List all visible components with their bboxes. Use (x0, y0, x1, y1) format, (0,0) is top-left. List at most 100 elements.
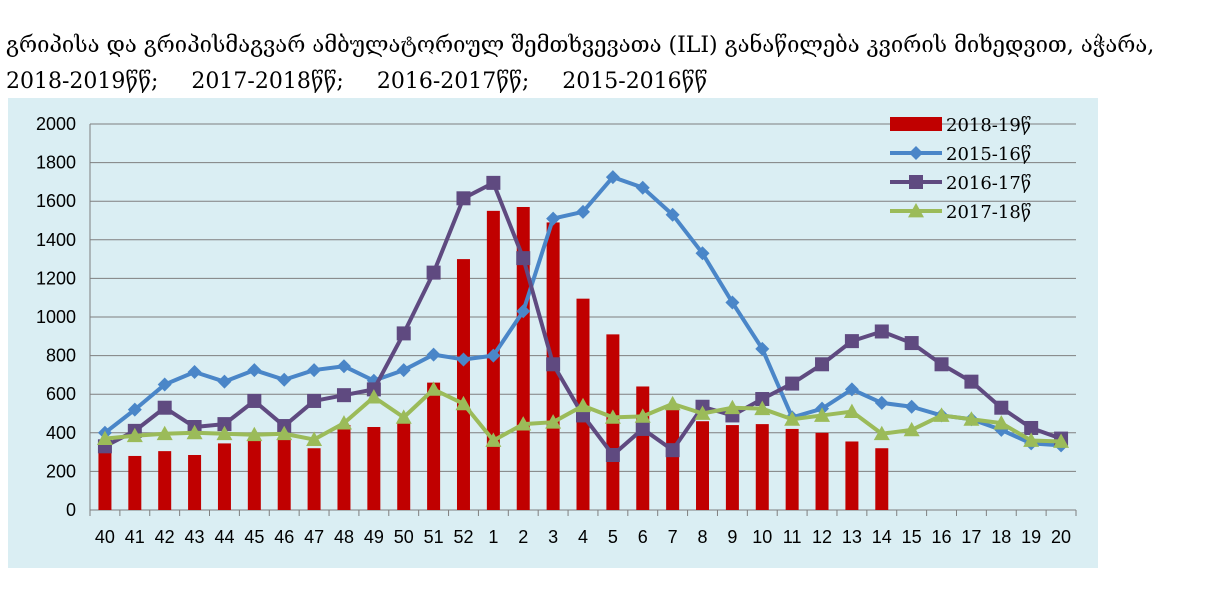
x-tick-label: 17 (961, 527, 981, 547)
data-point (246, 426, 263, 442)
title-period: 2018-2019წწ; (6, 69, 159, 94)
y-tick-label: 200 (46, 461, 76, 481)
x-tick-label: 52 (453, 527, 473, 547)
x-tick-label: 18 (991, 527, 1011, 547)
bar (845, 441, 859, 510)
legend: 2018-19წ 2015-16წ 2016-17წ 2017-18წ (890, 115, 1031, 223)
data-point (396, 363, 411, 378)
data-point (576, 204, 590, 219)
data-point (365, 389, 382, 404)
x-tick-label: 42 (155, 527, 175, 547)
bar (247, 440, 261, 510)
legend-label: 2016-17წ (946, 173, 1031, 194)
data-point (874, 324, 889, 339)
data-point (247, 393, 262, 408)
data-point (456, 352, 471, 367)
data-point (873, 425, 890, 441)
x-tick-label: 46 (274, 527, 294, 547)
bar (755, 424, 769, 510)
data-point (1053, 433, 1070, 448)
data-point (156, 425, 173, 441)
title-line-2: 2018-2019წწ; 2017-2018წწ; 2016-2017წწ; 2… (6, 64, 1226, 100)
data-point (605, 170, 620, 185)
data-point (814, 407, 831, 422)
title-period: 2016-2017წწ; (376, 69, 530, 94)
data-point (486, 348, 501, 363)
bar (427, 382, 441, 510)
x-tick-label: 9 (727, 527, 737, 547)
data-point (187, 365, 202, 380)
x-tick-label: 14 (872, 527, 892, 547)
x-tick-label: 41 (125, 527, 145, 547)
data-point (217, 374, 232, 389)
chart-area: 0 200 400 600 800 1000 1200 1400 1600 1800 2000 40 4… (8, 98, 1098, 568)
data-point (694, 405, 711, 420)
legend-marker (909, 146, 923, 160)
x-tick-label: 47 (304, 527, 324, 547)
bar (785, 428, 799, 510)
data-point (1024, 420, 1039, 435)
data-point (635, 180, 650, 195)
data-point (546, 357, 561, 372)
data-point (425, 381, 442, 396)
legend-label: 2018-19წ (946, 115, 1031, 136)
line-series (96, 381, 1070, 448)
data-point (903, 421, 920, 437)
legend-label: 2017-18წ (946, 202, 1031, 223)
bar (277, 438, 291, 510)
data-point (216, 425, 233, 441)
data-point (546, 211, 561, 226)
data-point (186, 424, 203, 440)
data-point (306, 431, 323, 446)
data-point (844, 334, 859, 349)
data-point (276, 425, 293, 441)
data-point (724, 399, 741, 415)
data-point (755, 341, 770, 356)
data-point (335, 415, 352, 430)
data-point (456, 191, 471, 206)
data-point (485, 432, 502, 447)
bar (367, 427, 381, 510)
bar (636, 386, 650, 510)
x-tick-label: 6 (638, 527, 648, 547)
data-point (336, 359, 351, 374)
data-point (307, 363, 322, 378)
title-period: 2015-2016წწ (562, 69, 708, 94)
x-tick-label: 44 (214, 527, 234, 547)
data-point (725, 295, 740, 310)
data-point (665, 207, 680, 222)
bar (516, 206, 530, 510)
data-point (96, 430, 113, 445)
data-point (157, 400, 172, 415)
bar-series (98, 206, 889, 510)
title-line-1: გრიპისა და გრიპისმაგვარ ამბულატორიულ შემ… (6, 33, 1155, 58)
x-tick-label: 20 (1051, 527, 1071, 547)
data-point (247, 363, 262, 378)
y-tick-label: 1600 (36, 191, 76, 211)
y-tick-label: 400 (46, 423, 76, 443)
data-point (904, 336, 919, 351)
bar (337, 425, 351, 510)
data-point (994, 400, 1009, 415)
data-point (515, 416, 532, 431)
data-point (755, 392, 770, 407)
data-point (665, 443, 680, 458)
data-point (695, 246, 710, 261)
bar (815, 432, 829, 510)
y-tick-label: 600 (46, 384, 76, 404)
data-point (843, 403, 860, 418)
chart-title: გრიპისა და გრიპისმაგვარ ამბულატორიულ შემ… (6, 28, 1226, 100)
x-tick-label: 1 (488, 527, 498, 547)
data-point (396, 326, 411, 341)
bar (158, 451, 172, 510)
data-point (426, 347, 441, 362)
data-point (635, 421, 650, 436)
data-point (277, 372, 292, 387)
data-point (754, 400, 771, 416)
data-point (605, 447, 620, 462)
data-point (604, 409, 621, 424)
x-tick-label: 49 (364, 527, 384, 547)
bar (696, 421, 710, 510)
y-tick-label: 1400 (36, 230, 76, 250)
x-tick-label: 45 (244, 527, 264, 547)
